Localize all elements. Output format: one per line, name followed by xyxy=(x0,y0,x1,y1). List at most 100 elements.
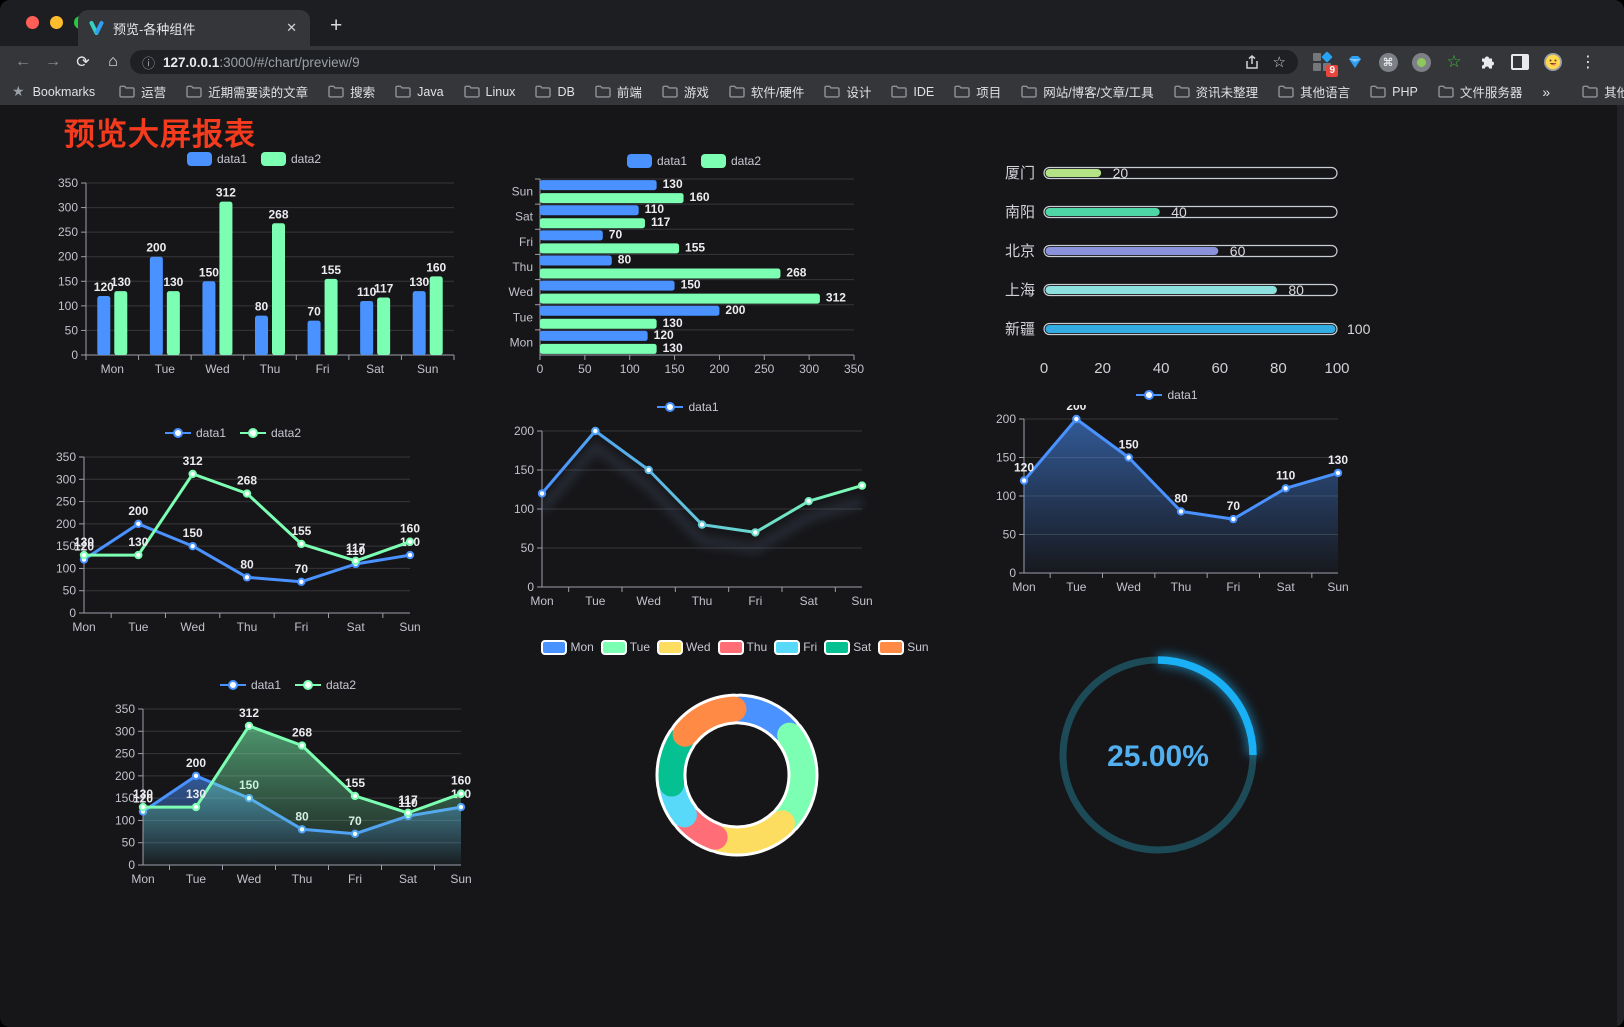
extension-record-icon[interactable] xyxy=(1411,52,1431,72)
bookmark-item[interactable]: 资讯未整理 xyxy=(1164,82,1269,101)
gauge-chart[interactable]: 25.00% xyxy=(1040,641,1276,869)
window-minimize-button[interactable] xyxy=(50,16,63,29)
progress-bar-chart[interactable]: 厦门 20 南阳 40 北京 60 上海 80 新疆 100 0 20 40 60 80 100 xyxy=(985,155,1371,387)
multi-line-chart[interactable]: data1 data2 0 50 100 150 200 250 300 350 Mon Tue Wed… xyxy=(44,423,422,641)
legend-item-data2[interactable]: data2 xyxy=(701,154,761,168)
svg-text:117: 117 xyxy=(398,793,418,807)
chart-canvas[interactable]: 0 50 100 150 200 250 300 350 Mon Tue Wed Thu Fri Sat S… xyxy=(44,443,422,639)
legend-item-data1[interactable]: data1 xyxy=(657,400,719,414)
svg-text:155: 155 xyxy=(321,263,341,277)
window-close-button[interactable] xyxy=(26,16,39,29)
url-bar[interactable]: ⓘ 127.0.0.1:3000/#/chart/preview/9 ☆ xyxy=(130,50,1298,74)
svg-text:厦门: 厦门 xyxy=(1005,165,1035,182)
extension-grid-icon[interactable]: 9 xyxy=(1312,51,1338,77)
home-icon[interactable]: ⌂ xyxy=(108,53,118,70)
chart-canvas[interactable]: 0 50 100 150 200 Mon Tue Wed Thu Fri Sat Sun xyxy=(502,417,874,613)
url-suffix: :3000/#/chart/preview/9 xyxy=(219,54,360,70)
chart-canvas[interactable]: 0 50 100 150 200 250 300 350 Mon Tue Wed Thu Fri Sat S… xyxy=(46,169,462,381)
svg-text:0: 0 xyxy=(1009,566,1016,580)
legend-item-Sat[interactable]: Sat xyxy=(824,639,871,655)
svg-text:50: 50 xyxy=(122,836,136,850)
area-line-chart[interactable]: data1 0 50 100 150 200 Mon Tue Wed Thu Fri Sat Sun 12… xyxy=(984,385,1350,601)
bookmark-star-icon[interactable]: ☆ xyxy=(1272,54,1286,71)
legend-item-Mon[interactable]: Mon xyxy=(541,639,594,655)
bookmark-item[interactable]: 近期需要读的文章 xyxy=(176,82,318,101)
legend-item-Fri[interactable]: Fri xyxy=(774,639,817,655)
chart-legend: data1 data2 xyxy=(500,151,888,171)
legend-item-Tue[interactable]: Tue xyxy=(600,639,650,655)
bookmark-item[interactable]: Java xyxy=(385,85,453,99)
folder-icon xyxy=(824,85,841,98)
bookmark-item[interactable]: 游戏 xyxy=(652,82,719,101)
chart-canvas[interactable]: 厦门 20 南阳 40 北京 60 上海 80 新疆 100 0 20 40 60 80 100 xyxy=(985,155,1371,387)
svg-text:60: 60 xyxy=(1230,243,1246,259)
profile-avatar[interactable] xyxy=(1543,52,1563,72)
bookmarks-bar: ★ Bookmarks 运营 近期需要读的文章 搜索 Java Linux DB 前端 游戏软… xyxy=(0,78,1624,105)
other-bookmarks[interactable]: 其他书签 xyxy=(1572,82,1624,101)
bookmark-item[interactable]: 项目 xyxy=(944,82,1011,101)
extension-puzzle-icon[interactable] xyxy=(1477,52,1497,72)
bookmark-item[interactable]: IDE xyxy=(881,85,944,99)
legend-item-data2[interactable]: data2 xyxy=(295,678,356,692)
legend-item-data1[interactable]: data1 xyxy=(186,152,247,166)
bookmark-item[interactable]: 前端 xyxy=(585,82,652,101)
legend-item-Sun[interactable]: Sun xyxy=(878,639,929,655)
back-icon[interactable]: ← xyxy=(15,53,31,70)
svg-text:50: 50 xyxy=(65,323,79,337)
bookmark-item[interactable]: 设计 xyxy=(814,82,881,101)
legend-item-data1[interactable]: data1 xyxy=(164,426,226,440)
svg-text:160: 160 xyxy=(400,522,420,536)
svg-text:110: 110 xyxy=(346,544,366,558)
bookmark-item[interactable]: DB xyxy=(525,85,584,99)
legend-item-data2[interactable]: data2 xyxy=(261,152,321,166)
svg-text:312: 312 xyxy=(216,186,236,200)
sidebar-toggle-icon[interactable] xyxy=(1510,52,1530,72)
reload-icon[interactable]: ⟳ xyxy=(76,54,90,71)
legend-item-data1[interactable]: data1 xyxy=(626,154,687,168)
chart-canvas[interactable]: 25.00% xyxy=(1040,641,1276,869)
svg-text:Sun: Sun xyxy=(399,620,420,634)
bookmark-item[interactable]: Linux xyxy=(454,85,526,99)
folder-icon xyxy=(891,85,908,98)
extension-gem-icon[interactable] xyxy=(1345,52,1365,72)
bookmark-item[interactable]: 运营 xyxy=(109,82,176,101)
bookmarks-label[interactable]: Bookmarks xyxy=(32,84,96,99)
extension-cmd-icon[interactable]: ⌘ xyxy=(1378,52,1398,72)
svg-text:80: 80 xyxy=(1288,282,1304,298)
folder-icon xyxy=(535,85,552,98)
tab-close-icon[interactable]: ✕ xyxy=(286,20,297,35)
donut-chart[interactable]: Mon Tue Wed Thu Fri Sat Sun xyxy=(541,637,929,871)
chart-canvas[interactable]: 0 50 100 150 200 Mon Tue Wed Thu Fri Sat Sun 120 200 1… xyxy=(984,399,1350,599)
legend-item-Thu[interactable]: Thu xyxy=(717,639,767,655)
share-icon[interactable] xyxy=(1245,54,1259,70)
bookmark-item[interactable]: 软件/硬件 xyxy=(719,82,814,101)
scrollbar[interactable] xyxy=(1617,105,1624,1027)
chart-canvas[interactable]: 0 50 100 150 200 250 300 350 Mon Tue Wed Thu Fri Sat S… xyxy=(103,695,473,891)
browser-menu-icon[interactable]: ⋮ xyxy=(1580,54,1596,71)
svg-text:130: 130 xyxy=(128,535,148,549)
grouped-bar-chart[interactable]: data1 data2 0 50 100 150 200 250 300 350 Mon Tue Wed… xyxy=(46,149,462,383)
bookmark-item[interactable]: PHP xyxy=(1360,85,1428,99)
site-info-icon[interactable]: ⓘ xyxy=(142,55,156,71)
legend-item-data2[interactable]: data2 xyxy=(240,426,301,440)
folder-icon xyxy=(595,85,611,98)
svg-text:130: 130 xyxy=(74,535,94,549)
legend-item-data1[interactable]: data1 xyxy=(1136,388,1198,402)
bookmarks-overflow-chevron[interactable]: » xyxy=(1542,83,1551,100)
bookmark-item[interactable]: 搜索 xyxy=(318,82,385,101)
extension-star-icon[interactable]: ☆ xyxy=(1446,52,1462,71)
new-tab-button[interactable]: + xyxy=(330,14,343,37)
bookmark-item[interactable]: 网站/博客/文章/工具 xyxy=(1011,82,1163,101)
bookmark-item[interactable]: 其他语言 xyxy=(1268,82,1360,101)
two-series-area-chart[interactable]: data1 data2 0 50 100 150 200 250 300 350 Mon Tue Wed… xyxy=(103,675,473,893)
svg-text:70: 70 xyxy=(1227,499,1241,513)
gradient-line-chart[interactable]: data1 0 50 100 150 200 Mon Tue Wed Thu Fri Sat Sun xyxy=(502,397,874,615)
legend-item-Wed[interactable]: Wed xyxy=(657,639,711,655)
horizontal-bar-chart[interactable]: data1 data2 0 50 100 150 200 250 300 350 Sun 130 160… xyxy=(500,151,888,383)
browser-tab[interactable]: 预览-各种组件 ✕ xyxy=(78,10,310,46)
bookmark-item[interactable]: 文件服务器 xyxy=(1428,82,1533,101)
chart-canvas[interactable] xyxy=(552,657,918,869)
legend-item-data1[interactable]: data1 xyxy=(219,678,281,692)
forward-icon[interactable]: → xyxy=(45,53,61,70)
